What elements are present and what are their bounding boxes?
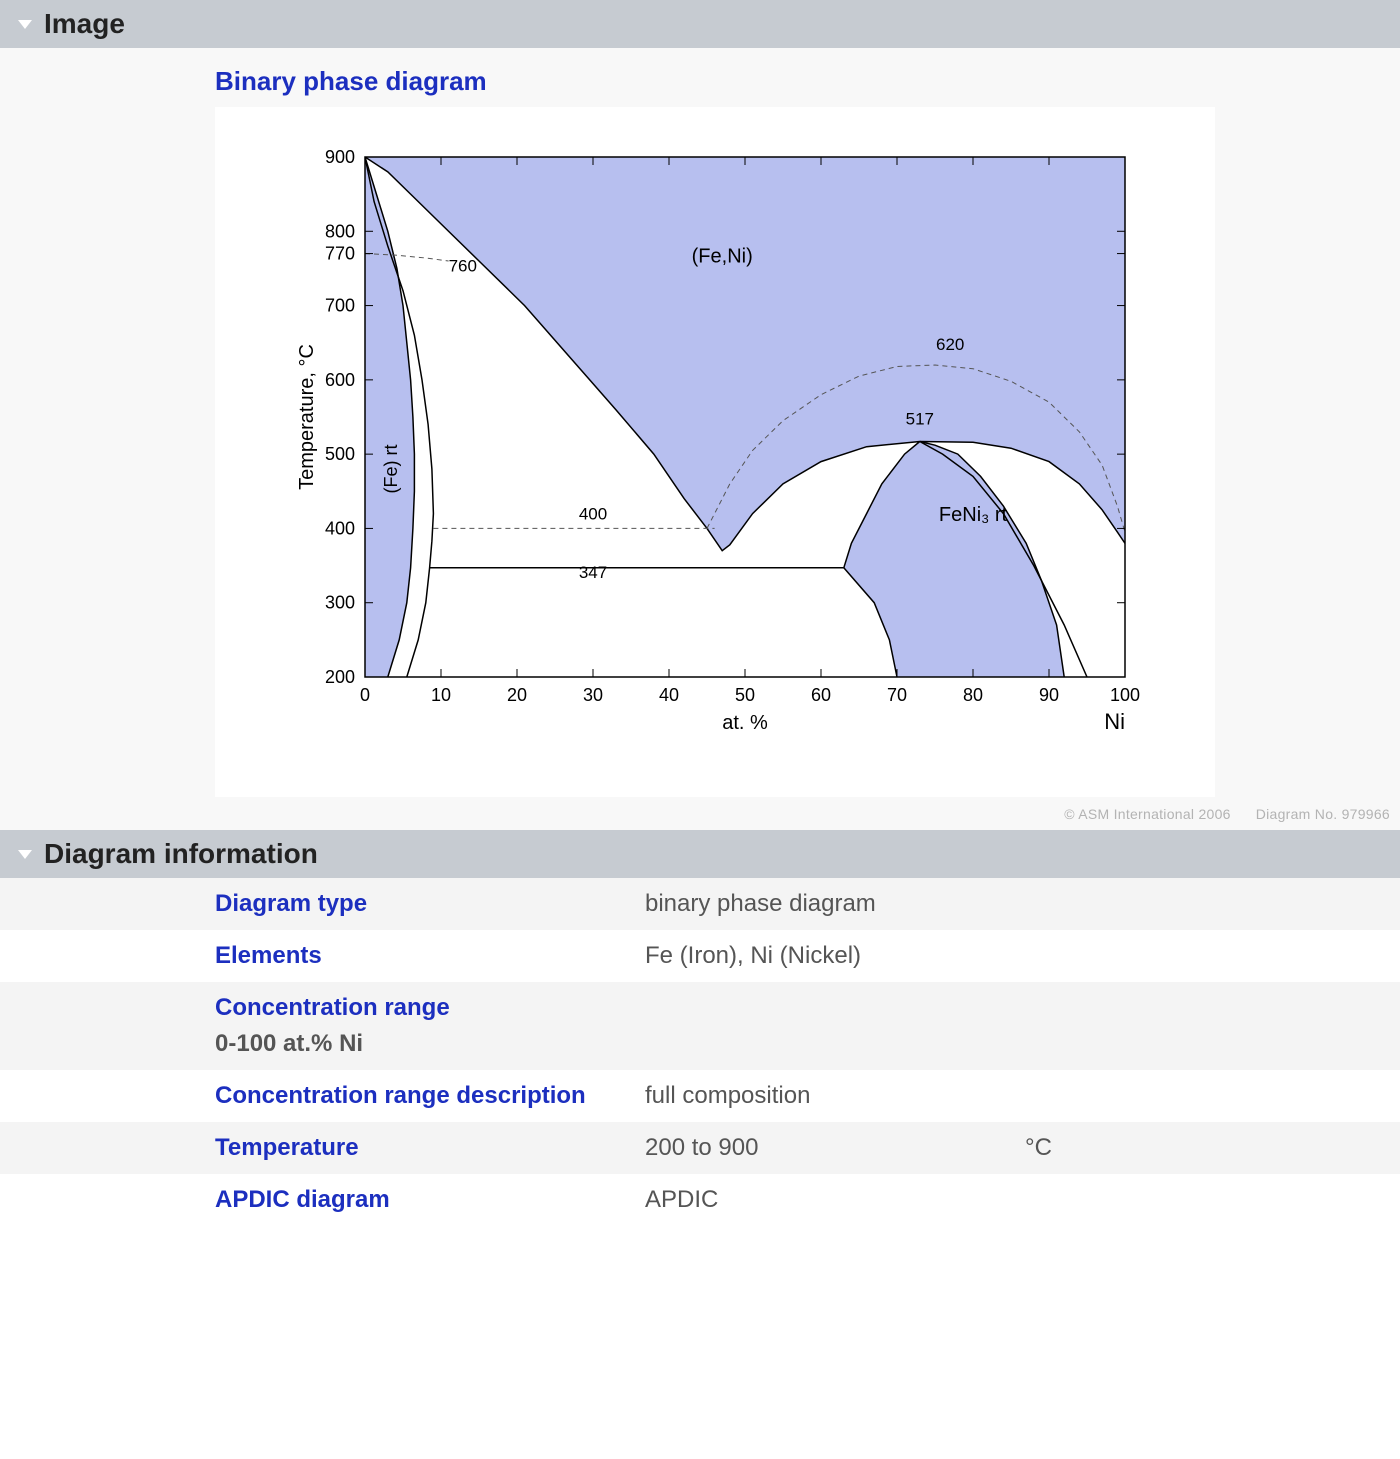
svg-text:50: 50 xyxy=(735,685,755,705)
annotation: 760 xyxy=(449,256,477,275)
info-subvalue: 0-100 at.% Ni xyxy=(215,1030,645,1058)
svg-text:600: 600 xyxy=(325,370,355,390)
chevron-down-icon xyxy=(18,850,32,859)
svg-text:at. %: at. % xyxy=(722,712,768,734)
phase-diagram-svg: 0 10 20 30 40 50 60 70 80 90 100 200 300 400 500 600 700… xyxy=(295,137,1175,737)
svg-text:700: 700 xyxy=(325,296,355,316)
diagram-title: Binary phase diagram xyxy=(215,66,1400,97)
svg-text:70: 70 xyxy=(887,685,907,705)
image-content: Binary phase diagram 0 10 20 30 40 50 60 70 80 90… xyxy=(0,48,1400,830)
annotation: 347 xyxy=(579,563,607,582)
copyright-text: © ASM International 2006 xyxy=(1064,806,1230,822)
info-value: full composition xyxy=(645,1082,1025,1110)
info-label: Diagram type xyxy=(215,890,645,918)
section-title-info: Diagram information xyxy=(44,838,318,870)
svg-text:10: 10 xyxy=(431,685,451,705)
annotation: FeNi₃ rt xyxy=(939,504,1008,526)
svg-text:300: 300 xyxy=(325,593,355,613)
svg-text:200: 200 xyxy=(325,667,355,687)
section-title-image: Image xyxy=(44,8,125,40)
info-value: Fe (Iron), Ni (Nickel) xyxy=(645,942,1025,970)
info-value: APDIC xyxy=(645,1186,1025,1214)
info-row: Concentration range0-100 at.% Ni xyxy=(0,982,1400,1070)
section-header-image[interactable]: Image xyxy=(0,0,1400,48)
info-unit: °C xyxy=(1025,1134,1125,1162)
annotation: (Fe) rt xyxy=(381,445,401,494)
diagram-footer: © ASM International 2006 Diagram No. 979… xyxy=(215,802,1400,830)
info-value: binary phase diagram xyxy=(645,890,1025,918)
chevron-down-icon xyxy=(18,20,32,29)
svg-text:900: 900 xyxy=(325,147,355,167)
svg-text:30: 30 xyxy=(583,685,603,705)
svg-text:100: 100 xyxy=(1110,685,1140,705)
info-row: Concentration range descriptionfull comp… xyxy=(0,1070,1400,1122)
svg-text:80: 80 xyxy=(963,685,983,705)
svg-text:40: 40 xyxy=(659,685,679,705)
svg-text:20: 20 xyxy=(507,685,527,705)
svg-text:770: 770 xyxy=(325,244,355,264)
info-label: Temperature xyxy=(215,1134,645,1162)
svg-text:90: 90 xyxy=(1039,685,1059,705)
svg-text:Ni: Ni xyxy=(1104,709,1125,734)
annotation: 620 xyxy=(936,335,964,354)
info-label: APDIC diagram xyxy=(215,1186,645,1214)
annotation: 400 xyxy=(579,505,607,524)
svg-text:500: 500 xyxy=(325,444,355,464)
diagram-canvas-holder: 0 10 20 30 40 50 60 70 80 90 100 200 300 400 500 600 700… xyxy=(215,107,1215,797)
info-label: Elements xyxy=(215,942,645,970)
svg-text:400: 400 xyxy=(325,518,355,538)
info-table: Diagram typebinary phase diagramElements… xyxy=(0,878,1400,1226)
svg-text:60: 60 xyxy=(811,685,831,705)
info-row: APDIC diagramAPDIC xyxy=(0,1174,1400,1226)
info-row: ElementsFe (Iron), Ni (Nickel) xyxy=(0,930,1400,982)
info-value: 200 to 900 xyxy=(645,1134,1025,1162)
diagram-number: Diagram No. 979966 xyxy=(1256,806,1390,822)
annotation: (Fe,Ni) xyxy=(692,245,753,267)
section-header-info[interactable]: Diagram information xyxy=(0,830,1400,878)
info-row: Diagram typebinary phase diagram xyxy=(0,878,1400,930)
annotation: 517 xyxy=(906,409,934,428)
svg-text:Temperature, °C: Temperature, °C xyxy=(296,344,318,490)
info-label: Concentration range description xyxy=(215,1082,645,1110)
svg-text:800: 800 xyxy=(325,221,355,241)
svg-text:0: 0 xyxy=(360,685,370,705)
info-row: Temperature200 to 900°C xyxy=(0,1122,1400,1174)
info-label: Concentration range0-100 at.% Ni xyxy=(215,994,645,1058)
